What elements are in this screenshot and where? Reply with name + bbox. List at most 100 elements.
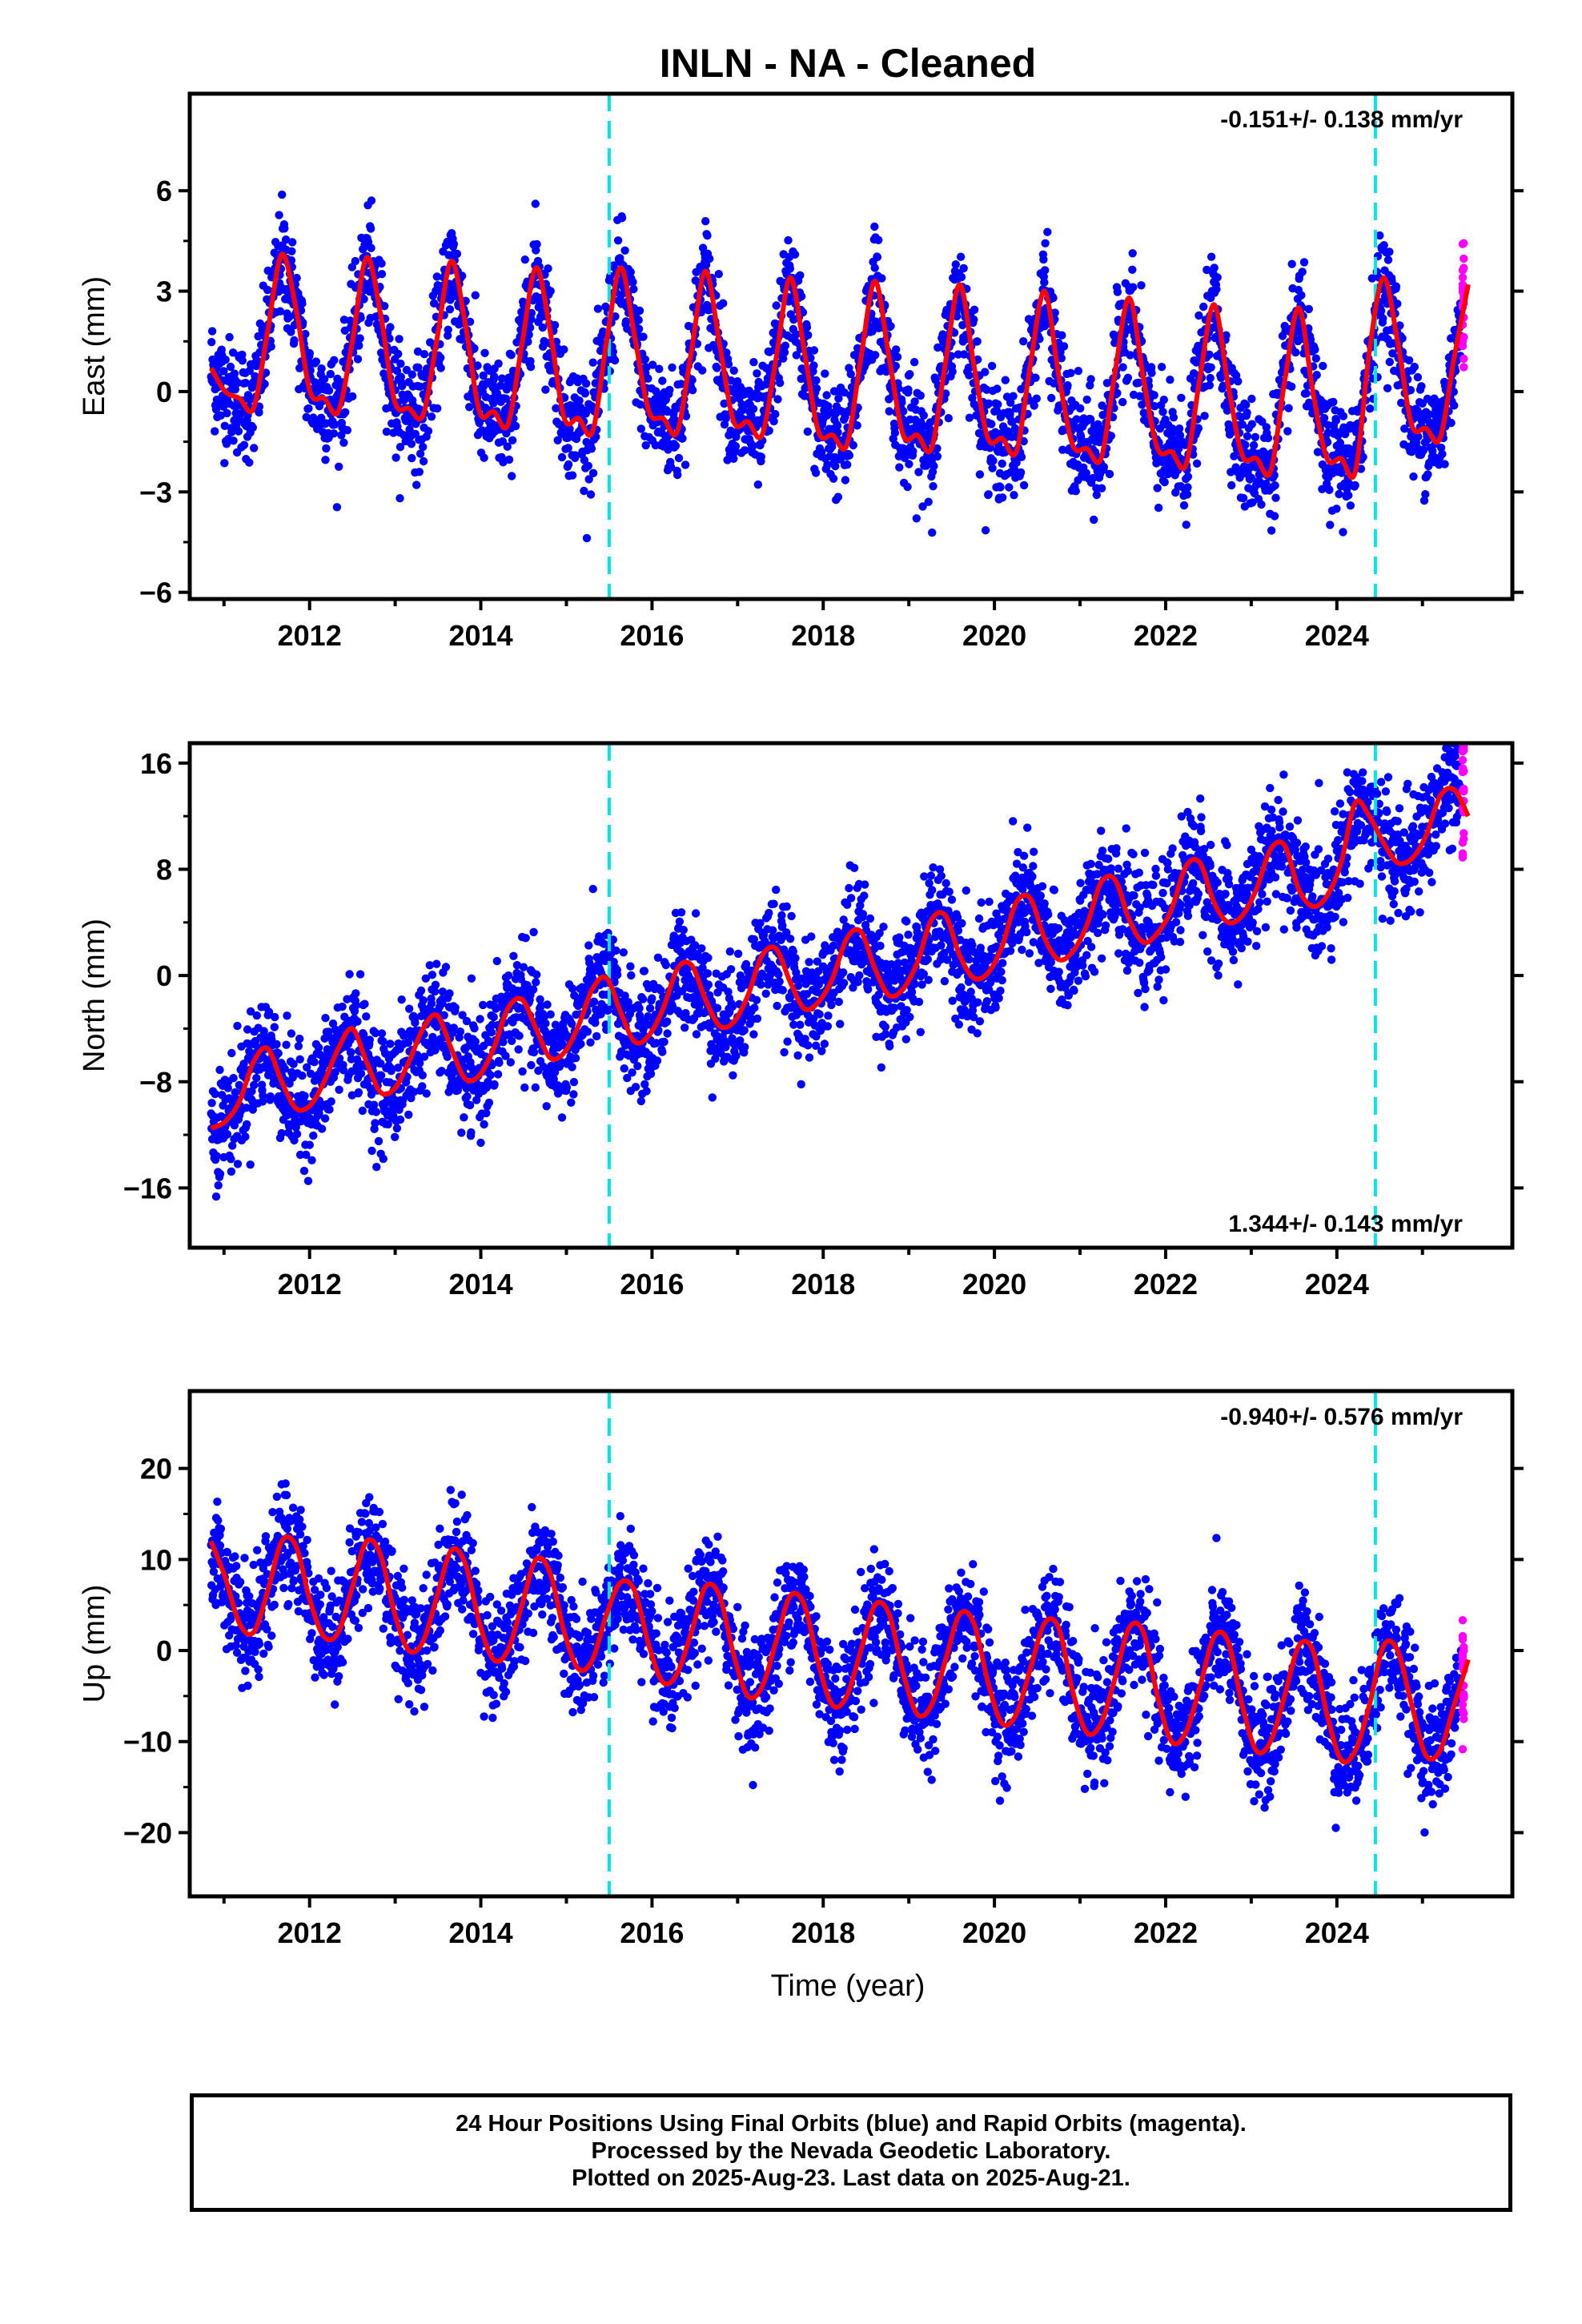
final-orbit-point [681,412,691,420]
final-orbit-point [658,376,667,385]
final-orbit-point [288,238,297,247]
final-orbit-point [317,364,326,373]
final-orbit-point [394,349,403,359]
final-orbit-point [1207,363,1215,372]
final-orbit-point [987,361,997,371]
final-orbit-point [543,1000,552,1009]
final-orbit-point [753,480,762,489]
final-orbit-point [383,1120,392,1129]
final-orbit-point [341,408,350,416]
final-orbit-point [586,1038,595,1047]
final-orbit-point [910,397,919,406]
final-orbit-point [1063,381,1072,390]
final-orbit-point [311,357,321,366]
final-orbit-point [1238,420,1247,429]
final-orbit-point [870,263,879,272]
final-orbit-point [557,1113,567,1122]
final-orbit-point [525,324,535,332]
final-orbit-point [1406,386,1415,395]
final-orbit-point [425,961,434,970]
final-orbit-point [569,1078,579,1087]
final-orbit-point [1302,389,1311,398]
final-orbit-point [346,1035,355,1045]
final-orbit-point [576,403,585,412]
final-orbit-point [1230,452,1239,460]
final-orbit-point [1016,468,1026,477]
final-orbit-point [1397,398,1406,408]
final-orbit-point [335,462,343,471]
final-orbit-point [633,1062,642,1071]
x-tick-label: 2014 [449,619,513,652]
final-orbit-point [757,452,765,461]
final-orbit-point [405,425,414,434]
final-orbit-point [784,235,793,245]
final-orbit-point [348,392,357,401]
final-orbit-point [833,493,843,501]
final-orbit-point [714,270,723,279]
final-orbit-point [339,316,349,324]
final-orbit-point [567,1098,576,1108]
final-orbit-point [211,1192,221,1201]
final-orbit-point [557,452,567,462]
final-orbit-point [223,1084,232,1092]
final-orbit-point [1247,420,1257,428]
final-orbit-point [944,414,954,423]
final-orbit-point [626,962,635,971]
final-orbit-point [385,334,394,343]
final-orbit-point [701,260,711,269]
final-orbit-point [430,987,440,996]
final-orbit-point [560,345,568,354]
final-orbit-point [343,426,352,435]
final-orbit-point [287,1029,296,1038]
final-orbit-point [241,1132,250,1141]
final-orbit-point [1169,413,1178,422]
final-orbit-point [1385,247,1394,256]
final-orbit-point [1010,491,1018,500]
final-orbit-point [1359,452,1367,461]
final-orbit-point [1449,388,1459,396]
final-orbit-point [809,346,819,355]
final-orbit-point [207,1099,216,1108]
final-orbit-point [419,456,428,466]
final-orbit-point [478,426,487,435]
final-orbit-point [892,345,901,354]
final-orbit-point [480,453,488,462]
final-orbit-point [527,315,536,324]
final-orbit-point [620,246,629,255]
final-orbit-point [327,1097,335,1106]
final-orbit-point [472,1096,481,1104]
final-orbit-point [309,1131,318,1140]
final-orbit-point [612,946,620,955]
final-orbit-point [724,987,733,996]
final-orbit-point [905,370,914,379]
final-orbit-point [532,978,540,987]
final-orbit-point [584,941,593,950]
final-orbit-point [526,363,536,372]
final-orbit-point [973,337,982,346]
final-orbit-point [987,420,996,428]
final-orbit-point [1424,410,1434,419]
plot-frame [187,91,1515,601]
final-orbit-point [307,1156,316,1165]
final-orbit-point [781,341,790,350]
final-orbit-point [518,1067,527,1076]
final-orbit-point [1356,464,1366,473]
final-orbit-point [321,456,330,464]
final-orbit-point [663,1017,672,1026]
final-orbit-point [321,419,331,428]
final-orbit-point [392,1124,402,1133]
final-orbit-point [708,1093,717,1102]
final-orbit-point [519,963,528,971]
final-orbit-point [1257,500,1266,509]
final-orbit-point [1438,449,1447,459]
final-orbit-point [1008,417,1017,426]
final-orbit-point [792,351,801,360]
final-orbit-point [596,1010,605,1019]
final-orbit-point [583,1027,592,1036]
final-orbit-point [989,456,998,465]
final-orbit-point [490,372,499,381]
final-orbit-point [303,1063,311,1072]
final-orbit-point [320,1114,330,1123]
final-orbit-point [292,273,301,283]
final-orbit-point [271,1012,279,1022]
